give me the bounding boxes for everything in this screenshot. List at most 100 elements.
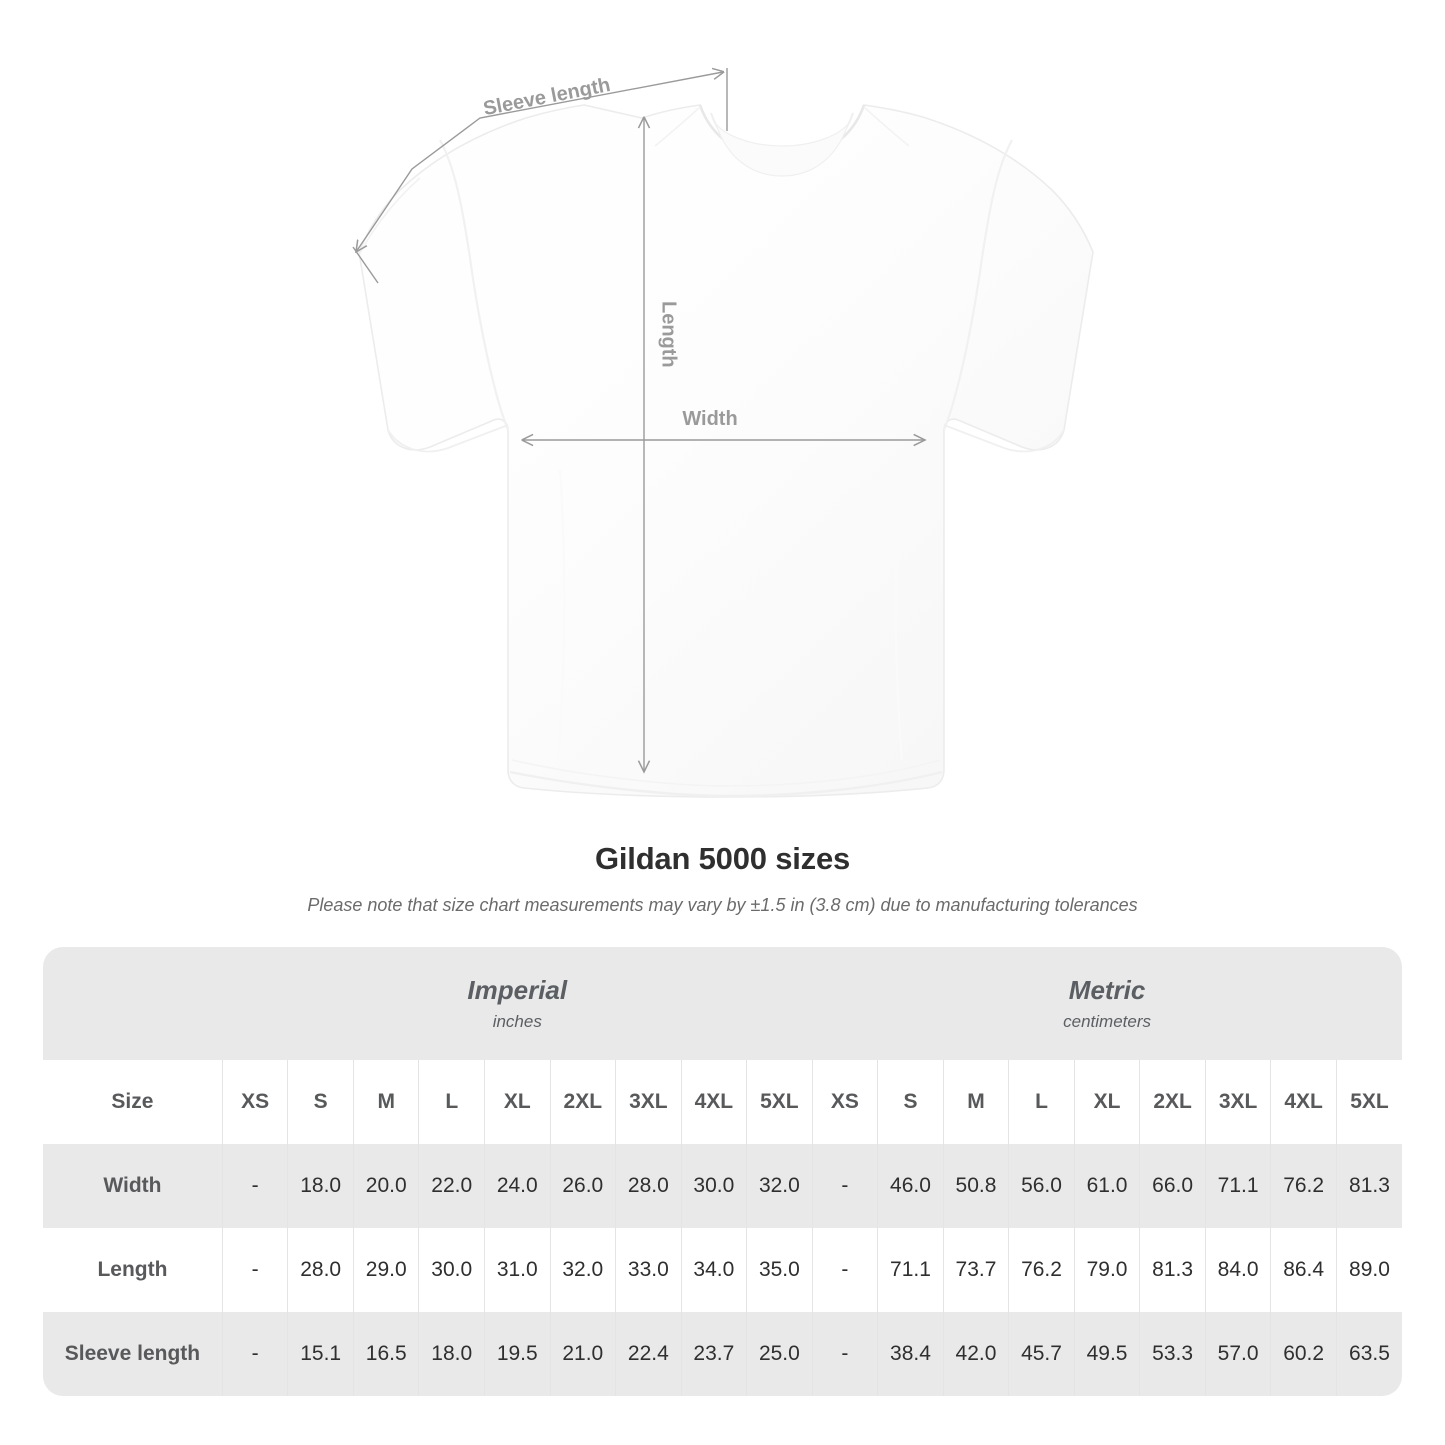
size-header-label: Size: [43, 1060, 223, 1144]
measurement-cell: 45.7: [1008, 1312, 1075, 1396]
measurement-cell: 89.0: [1336, 1228, 1402, 1312]
measurement-cell: 57.0: [1205, 1312, 1272, 1396]
measurement-cell: 24.0: [484, 1144, 551, 1228]
measurement-cell: -: [812, 1312, 879, 1396]
row-label: Sleeve length: [43, 1312, 223, 1396]
measurement-cell: 86.4: [1270, 1228, 1337, 1312]
size-header-cell: 5XL: [1336, 1060, 1402, 1144]
measurement-cell: 23.7: [681, 1312, 748, 1396]
unit-subtitle: centimeters: [1063, 1011, 1152, 1031]
measurement-cell: 18.0: [418, 1312, 485, 1396]
measurement-cell: 73.7: [943, 1228, 1010, 1312]
measurement-cell: 56.0: [1008, 1144, 1075, 1228]
measurement-cell: 26.0: [550, 1144, 617, 1228]
measurement-cell: 25.0: [746, 1312, 813, 1396]
measurement-cell: 79.0: [1074, 1228, 1141, 1312]
measurement-cell: 28.0: [287, 1228, 354, 1312]
measurement-cell: 81.3: [1139, 1228, 1206, 1312]
measurement-cell: 31.0: [484, 1228, 551, 1312]
size-header-cell: 4XL: [1270, 1060, 1337, 1144]
measurement-cell: 22.4: [615, 1312, 682, 1396]
size-header-cell: 5XL: [746, 1060, 813, 1144]
measurement-cell: -: [222, 1144, 289, 1228]
measurement-cell: 35.0: [746, 1228, 813, 1312]
measurement-cell: 50.8: [943, 1144, 1010, 1228]
measurement-cell: 18.0: [287, 1144, 354, 1228]
shirt-body-shape: [358, 104, 1094, 798]
size-header-cell: XS: [222, 1060, 289, 1144]
table-row: Width -18.0 20.0 22.0 24.0 26.0 28.0 30.0 32.0-4…: [43, 1144, 1402, 1228]
row-label: Length: [43, 1228, 223, 1312]
tolerance-note: Please note that size chart measurements…: [307, 894, 1138, 915]
measurement-cell: 66.0: [1139, 1144, 1206, 1228]
size-header-cell: M: [353, 1060, 420, 1144]
measurement-cell: -: [222, 1228, 289, 1312]
measurement-cell: 16.5: [353, 1312, 420, 1396]
measurement-cell: -: [812, 1144, 879, 1228]
size-header-cell: L: [418, 1060, 485, 1144]
unit-name: Metric: [1068, 974, 1146, 1005]
table-row: Length -28.0 29.0 30.0 31.0 32.0 33.0 34.0 35.0-…: [43, 1228, 1402, 1312]
measurement-cell: 21.0: [550, 1312, 617, 1396]
size-header-cell: S: [287, 1060, 354, 1144]
measurement-cell: 32.0: [746, 1144, 813, 1228]
size-header-row: Size XS S M L XL 2XL 3XL 4XL 5XL XS S M L XL 2XL 3XL 4XL 5…: [43, 1060, 1402, 1144]
unit-name: Imperial: [467, 974, 568, 1005]
title-block: Gildan 5000 sizes Please note that size …: [0, 840, 1445, 916]
tshirt-illustration: Sleeve length Length Width: [352, 0, 1094, 798]
unit-header-metric: Metric centimeters: [812, 947, 1402, 1060]
unit-band-row: Imperial inches Metric centimeters: [43, 947, 1402, 1060]
measurement-cell: 81.3: [1336, 1144, 1402, 1228]
unit-band-spacer: [43, 947, 223, 1060]
measurement-cell: 60.2: [1270, 1312, 1337, 1396]
size-header-cell: L: [1008, 1060, 1075, 1144]
measurement-cell: 32.0: [550, 1228, 617, 1312]
measurement-cell: 19.5: [484, 1312, 551, 1396]
measurement-cell: 28.0: [615, 1144, 682, 1228]
measurement-cell: 30.0: [418, 1228, 485, 1312]
page-title: Gildan 5000 sizes: [594, 841, 851, 876]
measurement-cell: 34.0: [681, 1228, 748, 1312]
table-row: Sleeve length -15.1 16.5 18.0 19.5 21.0 22.4 23…: [43, 1312, 1402, 1396]
measurement-cell: 22.0: [418, 1144, 485, 1228]
measurement-cell: 63.5: [1336, 1312, 1402, 1396]
measurement-cell: -: [812, 1228, 879, 1312]
measurement-cell: 42.0: [943, 1312, 1010, 1396]
measurement-cell: 46.0: [877, 1144, 944, 1228]
size-header-cell: M: [943, 1060, 1010, 1144]
size-header-cell: XL: [1074, 1060, 1141, 1144]
size-header-cell: S: [877, 1060, 944, 1144]
measurement-cell: 53.3: [1139, 1312, 1206, 1396]
measurement-cell: 84.0: [1205, 1228, 1272, 1312]
sleeve-length-arrow: [356, 72, 723, 252]
size-header-cell: 2XL: [1139, 1060, 1206, 1144]
measurement-cell: 33.0: [615, 1228, 682, 1312]
measurement-cell: 30.0: [681, 1144, 748, 1228]
width-dimension: Width: [523, 408, 925, 440]
size-header-cell: 4XL: [681, 1060, 748, 1144]
tshirt-diagram: Sleeve length Length Width: [352, 0, 1094, 798]
measurement-cell: 76.2: [1008, 1228, 1075, 1312]
measurement-cell: 49.5: [1074, 1312, 1141, 1396]
measurement-cell: 71.1: [877, 1228, 944, 1312]
unit-subtitle: inches: [492, 1011, 542, 1031]
measurement-cell: 71.1: [1205, 1144, 1272, 1228]
unit-header-imperial: Imperial inches: [222, 947, 813, 1060]
width-label: Width: [682, 408, 737, 430]
measurement-cell: 76.2: [1270, 1144, 1337, 1228]
row-label: Width: [43, 1144, 223, 1228]
measurement-cell: 38.4: [877, 1312, 944, 1396]
size-header-cell: 2XL: [550, 1060, 617, 1144]
measurement-cell: 15.1: [287, 1312, 354, 1396]
size-chart-table-wrapper: Imperial inches Metric centimeters Size XS S M L…: [43, 947, 1402, 1396]
size-header-cell: 3XL: [615, 1060, 682, 1144]
size-header-cell: 3XL: [1205, 1060, 1272, 1144]
measurement-cell: -: [222, 1312, 289, 1396]
size-header-cell: XS: [812, 1060, 879, 1144]
size-header-cell: XL: [484, 1060, 551, 1144]
size-chart-table: Imperial inches Metric centimeters Size XS S M L…: [43, 947, 1402, 1396]
measurement-cell: 61.0: [1074, 1144, 1141, 1228]
length-label: Length: [658, 301, 680, 368]
measurement-cell: 29.0: [353, 1228, 420, 1312]
measurement-cell: 20.0: [353, 1144, 420, 1228]
